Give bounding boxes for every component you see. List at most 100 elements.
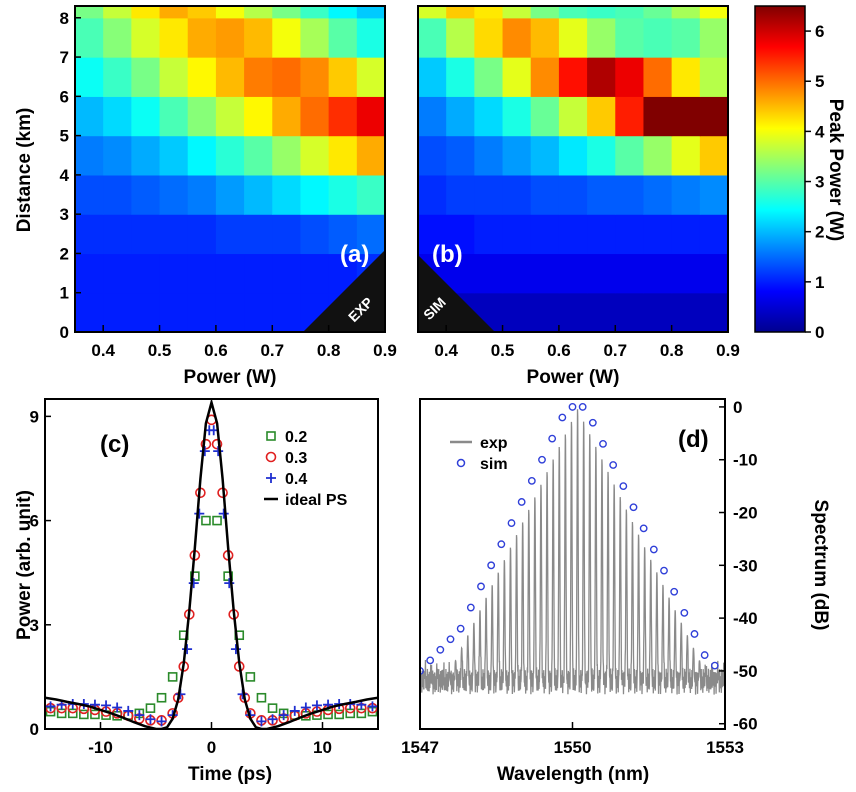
data-point (188, 578, 199, 589)
heatmap-cell (272, 253, 302, 294)
sim-point (619, 482, 628, 491)
sim-point (517, 498, 526, 506)
heatmap-cell (75, 135, 104, 176)
data-point (256, 692, 267, 703)
heatmap-cell (502, 253, 532, 294)
sim-point (527, 476, 536, 485)
heatmap-cell (418, 96, 447, 137)
heatmap-cell (187, 253, 217, 294)
panel-d-ylabel: Spectrum (dB) (810, 500, 831, 631)
panel-b-xlabel: Power (W) (527, 367, 620, 388)
heatmap-cell (530, 253, 560, 294)
heatmap-cell (215, 292, 245, 332)
heatmap-cell (418, 174, 447, 215)
heatmap-cell (300, 253, 330, 294)
x-tick-label: 0 (207, 738, 216, 757)
heatmap-cell (446, 96, 475, 137)
legend-swatch (265, 451, 277, 463)
heatmap-cell (328, 174, 358, 215)
colorbar-tick-label: 6 (815, 22, 824, 41)
heatmap-cell (699, 96, 728, 137)
panel-c-yticks: 0 3 6 9 (30, 407, 51, 739)
sim-point (660, 566, 668, 575)
heatmap-cell (643, 6, 673, 19)
heatmap-cell (446, 57, 475, 97)
heatmap-cell (131, 57, 161, 97)
x-tick-label: 0.9 (716, 341, 740, 360)
x-tick-label: 1553 (706, 738, 744, 757)
heatmap-cell (587, 174, 616, 215)
heatmap-cell (699, 17, 728, 58)
data-point (156, 692, 167, 703)
panel-a-xlabel: Power (W) (184, 367, 277, 388)
colorbar-label: Peak Power (W) (825, 99, 846, 242)
panel-c-legend: 0.2 0.3 0.4 ideal PS (264, 429, 348, 509)
colorbar-ticks: 0 1 2 3 4 5 6 (805, 22, 825, 342)
heatmap-cell (103, 6, 132, 19)
sim-point (426, 656, 435, 665)
heatmap-cell (530, 135, 560, 176)
heatmap-cell (530, 96, 560, 137)
heatmap-cell (587, 17, 616, 58)
heatmap-cell (587, 6, 616, 19)
heatmap-cell (215, 6, 245, 19)
heatmap-cell (131, 96, 161, 137)
heatmap-cell (328, 135, 358, 176)
heatmap-cell (615, 135, 645, 176)
panel-c-ylabel: Power (arb. unit) (14, 490, 35, 640)
heatmap-cell (215, 214, 245, 255)
panel-a-ylabel: Distance (km) (14, 108, 35, 233)
sim-point (609, 461, 618, 469)
heatmap-cell (558, 135, 588, 176)
heatmap-cell (75, 214, 104, 255)
heatmap-cell (159, 214, 189, 255)
heatmap-cell (103, 57, 132, 97)
legend-label: ideal PS (285, 492, 348, 509)
heatmap-cell (187, 292, 217, 332)
data-point (334, 709, 344, 720)
heatmap-cell (474, 57, 504, 97)
heatmap-cell (587, 292, 616, 332)
heatmap-cell (244, 57, 273, 97)
y-tick-label: 1 (60, 284, 69, 303)
data-point (112, 702, 123, 713)
sim-point (456, 624, 465, 633)
colorbar-tick-label: 3 (815, 173, 824, 192)
heatmap-cell (502, 135, 532, 176)
panel-c: (c) 0.2 0.3 0.4 ideal PS -10 0 10 0 3 6 9 Time (… (14, 398, 379, 785)
heatmap-cell (643, 174, 673, 215)
panel-c-xticks: -10 0 10 (88, 722, 332, 757)
heatmap-cell (699, 253, 728, 294)
heatmap-cell (587, 253, 616, 294)
heatmap-cell (103, 96, 132, 137)
heatmap-cell (530, 17, 560, 58)
heatmap-cell (131, 135, 161, 176)
x-tick-label: 0.6 (547, 341, 571, 360)
data-point (267, 703, 278, 713)
sim-point (436, 645, 445, 654)
heatmap-cell (215, 253, 245, 294)
data-point (278, 710, 289, 721)
data-point (256, 716, 267, 727)
heatmap-cell (159, 253, 189, 294)
data-point (182, 644, 193, 655)
sim-point (629, 503, 638, 512)
heatmap-cell (615, 17, 645, 58)
heatmap-cell (300, 174, 330, 215)
y-tick-label: 0 (60, 323, 69, 342)
heatmap-cell (671, 6, 701, 19)
data-point (213, 446, 224, 457)
heatmap-cell (159, 17, 189, 58)
x-tick-label: 0.7 (260, 341, 284, 360)
heatmap-cell (643, 96, 673, 137)
heatmap-cell (244, 135, 273, 176)
heatmap-cell (530, 57, 560, 97)
panel-b-frame (417, 5, 729, 333)
sim-point (578, 403, 587, 411)
heatmap-cell (103, 135, 132, 176)
heatmap-cell (159, 96, 189, 137)
heatmap-cell (300, 17, 330, 58)
data-point (212, 515, 222, 526)
heatmap-cell (502, 17, 532, 58)
heatmap-cell (75, 174, 104, 215)
